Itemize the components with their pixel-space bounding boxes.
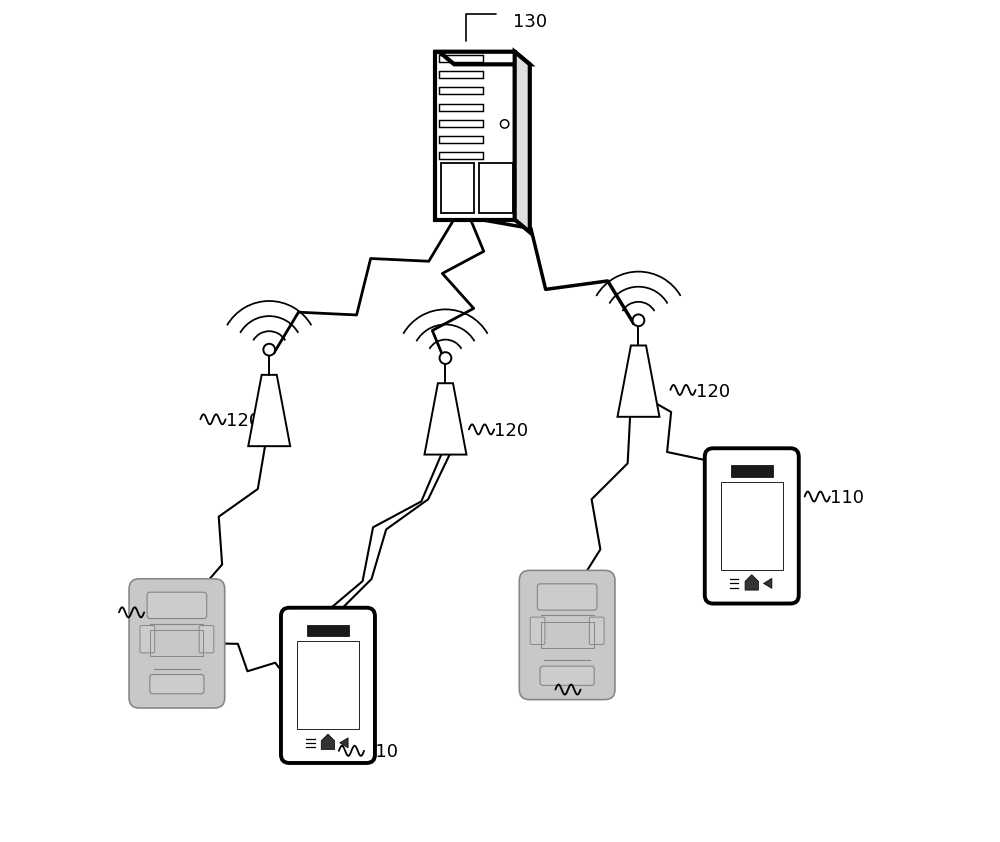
Bar xyxy=(441,163,474,213)
Polygon shape xyxy=(515,51,530,232)
Text: 120: 120 xyxy=(226,412,260,430)
FancyBboxPatch shape xyxy=(530,617,545,644)
Bar xyxy=(435,51,515,220)
Bar xyxy=(439,120,483,127)
FancyBboxPatch shape xyxy=(147,592,207,619)
Bar xyxy=(479,163,513,213)
Bar xyxy=(439,88,483,94)
Polygon shape xyxy=(764,578,772,589)
Text: 110: 110 xyxy=(581,682,615,701)
Text: 110: 110 xyxy=(364,743,398,761)
Bar xyxy=(439,72,483,78)
Bar xyxy=(439,152,483,159)
Circle shape xyxy=(440,352,451,364)
FancyBboxPatch shape xyxy=(199,626,214,653)
Bar xyxy=(297,642,359,729)
Polygon shape xyxy=(745,574,758,590)
Text: 120: 120 xyxy=(696,382,730,401)
Text: 110: 110 xyxy=(830,489,864,507)
FancyBboxPatch shape xyxy=(537,584,597,610)
Bar xyxy=(721,482,783,570)
Bar xyxy=(731,465,773,477)
FancyBboxPatch shape xyxy=(540,666,594,685)
Polygon shape xyxy=(439,51,530,64)
Bar xyxy=(150,631,203,657)
FancyBboxPatch shape xyxy=(281,608,375,763)
Text: 110: 110 xyxy=(144,605,178,623)
Bar xyxy=(439,104,483,110)
Polygon shape xyxy=(248,375,290,446)
FancyBboxPatch shape xyxy=(150,674,204,694)
Polygon shape xyxy=(424,383,466,455)
FancyBboxPatch shape xyxy=(140,626,155,653)
Bar xyxy=(541,622,594,648)
Bar xyxy=(439,55,483,62)
Text: 120: 120 xyxy=(494,422,528,440)
Circle shape xyxy=(633,314,644,326)
FancyBboxPatch shape xyxy=(705,448,799,604)
Bar xyxy=(439,136,483,143)
Text: 130: 130 xyxy=(513,13,547,31)
FancyBboxPatch shape xyxy=(519,570,615,700)
Bar xyxy=(307,625,349,637)
FancyBboxPatch shape xyxy=(129,578,225,708)
Polygon shape xyxy=(340,738,348,748)
Polygon shape xyxy=(321,734,335,749)
FancyBboxPatch shape xyxy=(589,617,604,644)
Polygon shape xyxy=(617,345,659,417)
Circle shape xyxy=(263,344,275,355)
